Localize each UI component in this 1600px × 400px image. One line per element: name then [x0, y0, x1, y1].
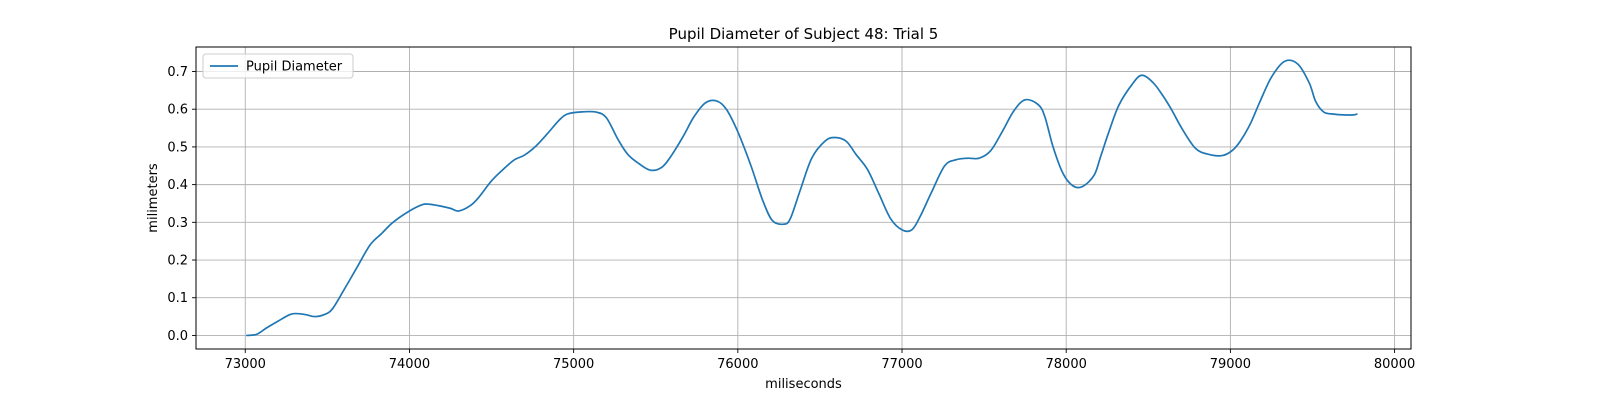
- y-tick-label: 0.2: [167, 254, 188, 269]
- y-tick-labels: 0.0 0.1 0.2 0.3 0.4 0.5 0.6 0.7: [167, 65, 188, 344]
- series-line-pupil-diameter: [246, 59, 1358, 337]
- y-tick-label: 0.0: [167, 329, 188, 344]
- y-tick-label: 0.5: [167, 140, 188, 155]
- x-tick-label: 78000: [1046, 357, 1087, 372]
- x-tick-label: 74000: [389, 357, 430, 372]
- x-axis-label: miliseconds: [765, 377, 842, 392]
- chart-title: Pupil Diameter of Subject 48: Trial 5: [669, 25, 939, 43]
- y-tick-label: 0.1: [167, 291, 188, 306]
- plot-frame: [195, 46, 1412, 350]
- y-axis-label: milimeters: [146, 163, 161, 233]
- y-tick-label: 0.3: [167, 216, 188, 231]
- y-tick-label: 0.7: [167, 65, 188, 80]
- x-tick-label: 76000: [717, 357, 758, 372]
- y-tick-label: 0.6: [167, 103, 188, 118]
- legend-box: [202, 53, 354, 79]
- legend: Pupil Diameter: [202, 53, 354, 79]
- x-tick-label: 79000: [1210, 357, 1251, 372]
- legend-label-pupil-diameter: Pupil Diameter: [246, 60, 343, 75]
- grid: [196, 47, 1411, 349]
- x-tick-label: 75000: [553, 357, 594, 372]
- tick-marks: [192, 71, 1396, 353]
- y-tick-label: 0.4: [167, 178, 188, 193]
- x-tick-label: 77000: [881, 357, 922, 372]
- x-tick-labels: 73000 74000 75000 76000 77000 78000 79000 80000: [225, 357, 1416, 372]
- x-tick-label: 80000: [1374, 357, 1415, 372]
- x-tick-label: 73000: [225, 357, 266, 372]
